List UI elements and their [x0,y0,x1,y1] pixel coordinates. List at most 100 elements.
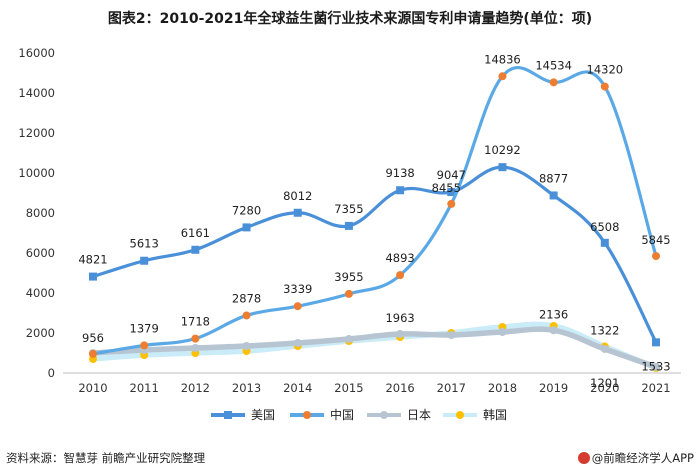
x-tick-label: 2012 [181,381,210,395]
legend-label: 中国 [330,407,354,422]
data-label: 14320 [587,63,624,77]
data-label: 8012 [283,189,312,203]
legend-label: 美国 [251,408,275,422]
y-tick-label: 8000 [26,206,55,220]
y-tick-label: 12000 [18,126,55,140]
x-tick-label: 2013 [232,381,261,395]
point-marker-1 [396,271,405,280]
legend-marker-3 [456,411,464,419]
point-marker-2 [344,335,353,343]
data-label: 10292 [484,143,521,157]
footer: 资料来源：智慧芽 前瞻产业研究院整理 @前瞻经济学人APP [0,446,700,472]
point-marker-1 [293,302,302,311]
data-label: 956 [82,331,104,345]
x-tick-label: 2020 [590,381,619,395]
brand-text: @前瞻经济学人APP [591,451,694,465]
data-label: 1963 [385,311,414,325]
point-marker-2 [242,342,251,350]
data-label: 6161 [181,226,210,240]
legend-label: 日本 [407,408,431,422]
point-marker-1 [191,334,200,343]
point-marker-1 [242,311,251,320]
data-label: 4821 [78,253,107,267]
point-marker-2 [652,363,660,371]
x-tick-label: 2011 [130,381,159,395]
point-marker-0 [140,256,149,265]
data-label: 7280 [232,203,261,217]
data-label: 1201 [590,376,619,390]
point-marker-0 [652,338,660,347]
y-tick-label: 0 [48,366,55,380]
x-tick-label: 2010 [78,381,107,395]
brand-text-wrapper: @前瞻经济学人APP [577,450,694,466]
point-marker-0 [396,186,405,195]
axis-layer: 0 2000 4000 6000 8000 10000 12000 14000 16000 201… [18,46,681,395]
data-label: 14534 [535,58,572,72]
data-label: 3955 [334,270,363,284]
point-marker-0 [549,191,558,200]
y-tick-label: 10000 [18,166,55,180]
point-marker-1 [652,252,660,261]
data-label: 5845 [641,233,670,247]
point-marker-1 [344,289,353,298]
source-text: 资料来源：智慧芽 前瞻产业研究院整理 [6,451,206,465]
series-line-2 [90,326,659,370]
chart-title: 图表2：2010-2021年全球益生菌行业技术来源国专利申请量趋势(单位：项) [107,11,593,27]
y-tick-label: 16000 [18,46,55,60]
y-tick-label: 2000 [26,326,55,340]
point-marker-0 [498,163,507,172]
point-marker-2 [396,330,405,338]
series-layer [89,66,660,372]
data-label: 7355 [334,202,363,216]
x-tick-label: 2019 [539,381,568,395]
point-marker-2 [498,328,507,336]
x-tick-label: 2017 [437,381,466,395]
data-label: 14836 [484,52,521,66]
data-label: 2136 [539,307,568,321]
data-label: 5613 [130,237,159,251]
point-marker-2 [600,344,609,353]
x-tick-label: 2021 [641,381,670,395]
data-label: 9047 [437,168,466,182]
legend-marker-2 [380,411,388,419]
point-marker-0 [242,223,251,232]
point-marker-0 [191,245,200,254]
data-label: 8455 [432,181,461,195]
y-tick-label: 14000 [18,86,55,100]
point-marker-1 [549,78,558,87]
data-label: 8877 [539,171,568,185]
data-label: 4893 [385,251,414,265]
data-label: 2878 [232,291,261,305]
legend-marker-0 [224,411,232,419]
data-label: 1718 [181,315,210,329]
point-marker-0 [600,238,609,247]
x-tick-label: 2018 [488,381,517,395]
point-marker-0 [293,208,302,217]
point-marker-0 [447,188,456,197]
data-label: 3339 [283,282,312,296]
point-marker-1 [447,199,456,208]
point-marker-1 [140,341,149,350]
brand-logo-icon [577,452,590,464]
data-label: 1533 [641,359,670,373]
x-tick-label: 2016 [385,381,414,395]
legend-marker-1 [303,411,311,419]
point-marker-0 [344,221,353,230]
y-tick-label: 6000 [26,246,55,260]
series-line-0 [91,165,658,344]
data-label: 1322 [590,324,619,338]
data-label: 6508 [590,220,619,234]
x-tick-label: 2014 [283,381,312,395]
point-marker-1 [600,82,609,91]
point-marker-2 [293,339,302,347]
point-marker-2 [447,331,456,339]
point-marker-2 [191,344,200,352]
point-marker-1 [89,349,97,358]
data-label-layer: 4821 5613 6161 7280 8012 7355 9138 9047 10292 887… [78,52,670,390]
x-tick-label: 2015 [334,381,363,395]
line-chart: 0 2000 4000 6000 8000 10000 12000 14000 16000 201… [18,46,681,422]
legend: 美国 中国 日本 韩国 [211,407,507,422]
point-marker-1 [498,72,507,81]
legend-label: 韩国 [483,407,507,422]
y-tick-label: 4000 [26,286,55,300]
